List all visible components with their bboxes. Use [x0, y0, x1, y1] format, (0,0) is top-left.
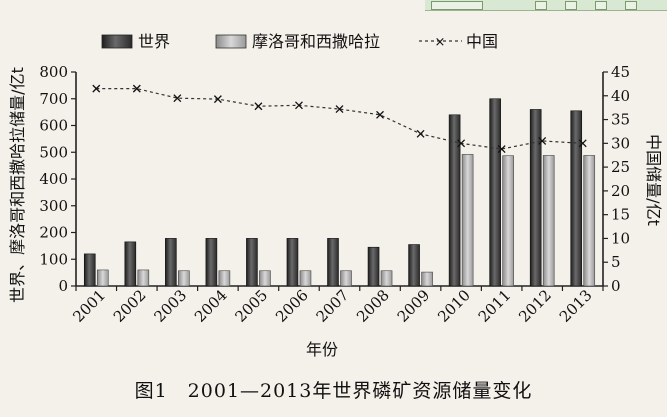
x-tick-label: 2013	[556, 286, 596, 326]
bar-world	[83, 253, 96, 287]
china-line	[92, 84, 587, 153]
bar-world	[327, 238, 339, 287]
bar-world	[246, 238, 258, 287]
china-line-path	[96, 88, 583, 150]
left-tick-label: 0	[58, 277, 68, 295]
right-tick-label: 15	[611, 206, 630, 224]
x-tick-label: 2012	[515, 286, 555, 326]
x-tick-label: 2008	[353, 286, 393, 326]
bar-world	[529, 109, 542, 287]
x-tick-label: 2006	[272, 286, 312, 326]
china-point	[132, 84, 141, 93]
right-tick-label: 30	[611, 134, 630, 152]
legend-swatch-world	[101, 34, 133, 49]
bar-morocco	[218, 270, 231, 287]
bar-morocco	[299, 270, 312, 287]
right-tick-label: 5	[611, 253, 621, 271]
right-tick-label: 35	[611, 111, 630, 129]
toolbar-strip	[425, 0, 667, 11]
bar-morocco	[137, 269, 150, 287]
bars	[83, 98, 596, 287]
bar-morocco	[178, 270, 190, 287]
china-point	[254, 102, 263, 111]
legend-label-china: 中国	[466, 32, 498, 51]
china-point	[376, 110, 384, 119]
china-point	[538, 136, 547, 145]
toolbar-button[interactable]	[535, 1, 547, 10]
left-tick-label: 300	[39, 197, 68, 215]
x-axis-ticks: 2001 2002 2003 2004 2005 2006 2007 2008 2009 2010…	[69, 286, 604, 326]
bar-morocco	[380, 270, 393, 287]
reserves-chart: 世界 摩洛哥和西撒哈拉 × 中国 01002003004005006007008…	[8, 32, 663, 359]
x-tick-label: 2005	[232, 286, 272, 326]
bar-world	[124, 241, 137, 287]
bar-morocco	[340, 270, 352, 287]
right-tick-label: 0	[611, 277, 621, 295]
bar-world	[570, 110, 583, 287]
left-tick-label: 700	[39, 90, 68, 108]
x-tick-label: 2001	[69, 286, 109, 326]
china-point	[416, 129, 425, 138]
x-tick-label: 2007	[313, 286, 353, 326]
right-axis-ticks: 0 5 10 15 20 25 30 35 40 45	[603, 63, 630, 295]
bar-world	[205, 238, 218, 287]
china-point	[173, 94, 182, 103]
x-tick-label: 2009	[394, 286, 434, 326]
left-axis-ticks: 0 100 200 300 400 500 600 700 800	[39, 63, 76, 295]
x-tick-label: 2010	[434, 286, 474, 326]
toolbar-button[interactable]	[565, 1, 577, 10]
bar-world	[165, 238, 177, 287]
china-point	[497, 145, 506, 153]
left-tick-label: 200	[39, 224, 68, 242]
bar-morocco	[461, 154, 474, 287]
legend-label-morocco: 摩洛哥和西撒哈拉	[252, 32, 380, 51]
bar-world	[367, 246, 380, 287]
left-tick-label: 400	[39, 170, 68, 188]
bar-morocco	[421, 271, 433, 287]
x-tick-label: 2004	[191, 286, 231, 326]
china-point	[335, 105, 344, 114]
left-tick-label: 800	[39, 63, 68, 81]
x-tick-label: 2003	[150, 286, 190, 326]
china-point	[457, 139, 466, 148]
bar-morocco	[583, 155, 596, 287]
china-point	[92, 84, 101, 93]
china-point	[213, 95, 222, 104]
y-axis-label-left: 世界、摩洛哥和西撒哈拉储量/亿t	[8, 67, 27, 303]
toolbar-button[interactable]	[595, 1, 607, 10]
bar-morocco	[259, 270, 271, 287]
bar-world	[489, 98, 501, 287]
bar-world	[448, 114, 461, 287]
china-point	[295, 101, 303, 110]
x-tick-label: 2011	[475, 286, 515, 326]
bar-world	[408, 244, 420, 287]
china-point	[578, 139, 587, 148]
legend-marker-china: ×	[435, 35, 446, 50]
bar-world	[286, 238, 299, 287]
bar-morocco	[502, 155, 514, 287]
y-axis-label-right: 中国储量/亿t	[644, 134, 663, 226]
toolbar-button[interactable]	[625, 1, 637, 10]
bar-morocco	[96, 269, 109, 287]
legend-label-world: 世界	[138, 32, 170, 51]
right-tick-label: 25	[611, 158, 630, 176]
left-tick-label: 100	[39, 250, 68, 268]
x-axis-label: 年份	[306, 340, 338, 359]
right-tick-label: 10	[611, 229, 630, 247]
right-tick-label: 40	[611, 87, 630, 105]
right-tick-label: 45	[611, 63, 630, 81]
left-tick-label: 600	[39, 117, 68, 135]
figure-caption: 图1 2001—2013年世界磷矿资源储量变化	[134, 380, 533, 402]
right-tick-label: 20	[611, 182, 630, 200]
legend-swatch-morocco	[215, 34, 247, 49]
legend: 世界 摩洛哥和西撒哈拉 × 中国	[101, 32, 498, 51]
bar-morocco	[542, 155, 555, 287]
left-tick-label: 500	[39, 143, 68, 161]
toolbar-button[interactable]	[431, 1, 483, 10]
x-tick-label: 2002	[110, 286, 150, 326]
